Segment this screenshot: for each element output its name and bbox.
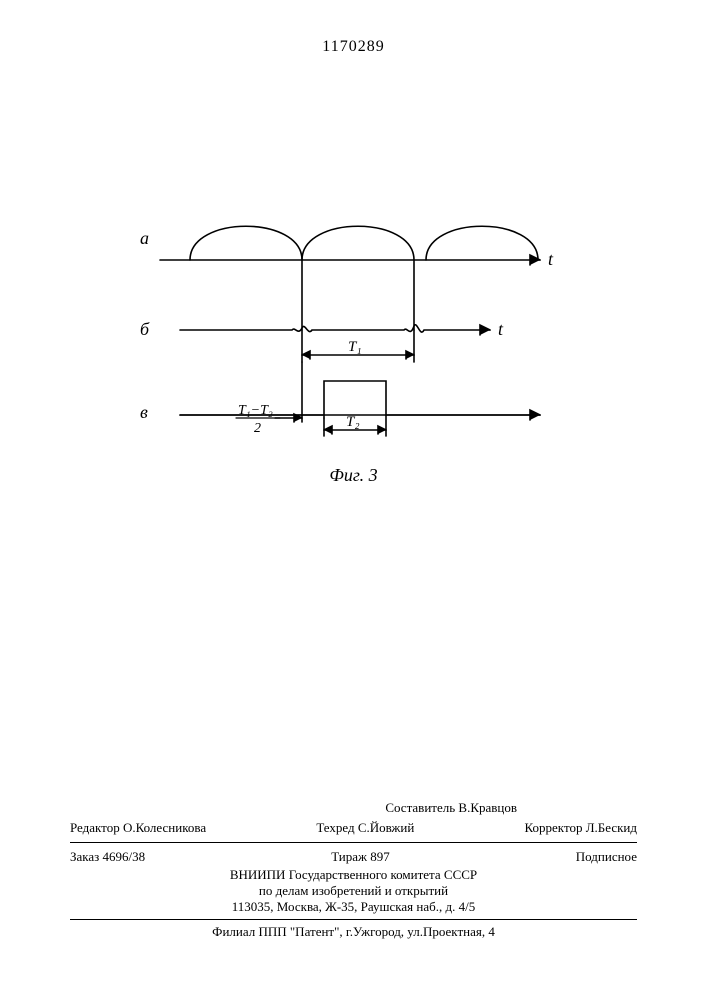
row-label-a: а (140, 228, 149, 248)
corrector: Корректор Л.Бескид (525, 820, 637, 836)
subscription: Подписное (576, 849, 637, 865)
footer: Составитель В.Кравцов Редактор О.Колесни… (70, 798, 637, 940)
figure-3: а t б t (120, 200, 560, 480)
figure-caption: Фиг. 3 (0, 465, 707, 486)
divider-1 (70, 842, 637, 843)
axis-b-arrow (480, 325, 490, 335)
t2-arrow-l (324, 426, 332, 434)
t1-arrow-l (302, 351, 310, 359)
order: Заказ 4696/38 (70, 849, 145, 865)
patent-number: 1170289 (0, 38, 707, 56)
axis-b-label: t (498, 319, 504, 339)
org-line-2: по делам изобретений и открытий (70, 883, 637, 899)
page: 1170289 а t б (0, 0, 707, 1000)
row-label-c: в (140, 402, 148, 422)
tirazh: Тираж 897 (331, 849, 390, 865)
org-line-1: ВНИИПИ Государственного комитета СССР (70, 867, 637, 883)
pulse-c (180, 381, 540, 415)
t1-arrow-r (406, 351, 414, 359)
t1mt2-den: 2 (254, 421, 261, 436)
techred: Техред С.Йовжий (316, 820, 414, 836)
editor: Редактор О.Колесникова (70, 820, 206, 836)
t1mt2-num: T₁−T₂ (238, 403, 273, 418)
row-label-b: б (140, 319, 150, 339)
addr-2: Филиал ППП "Патент", г.Ужгород, ул.Проек… (70, 924, 637, 940)
axis-a-label: t (548, 249, 554, 269)
t2-label: T₂ (346, 414, 360, 430)
lobe-1 (190, 226, 302, 260)
compiler: Составитель В.Кравцов (385, 800, 517, 816)
t2-arrow-r (378, 426, 386, 434)
lobe-2 (302, 226, 414, 260)
divider-2 (70, 919, 637, 920)
addr-1: 113035, Москва, Ж-35, Раушская наб., д. … (70, 899, 637, 915)
figure-3-svg: а t б t (120, 200, 560, 460)
trace-b (180, 325, 480, 332)
lobe-3 (426, 226, 538, 260)
t1-label: T₁ (348, 339, 362, 355)
